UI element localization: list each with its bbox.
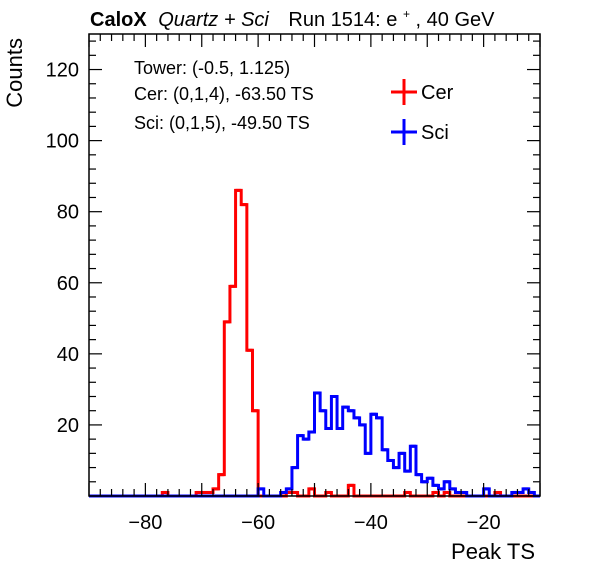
y-tick-label: 120 [46,60,79,82]
y-tick-label: 100 [46,131,79,153]
info-cer: Cer: (0,1,4), -63.50 TS [134,84,314,104]
x-axis-label: Peak TS [451,539,535,564]
y-tick-label: 20 [57,415,79,437]
title-run: Run 1514: e [288,9,397,31]
x-tick-label: −20 [467,512,501,534]
y-tick-label: 60 [57,273,79,295]
title-run-charge: + [403,7,410,21]
y-tick-label: 40 [57,344,79,366]
legend-label-cer: Cer [421,82,454,104]
x-tick-label: −80 [128,512,162,534]
axis-ticks [88,34,541,497]
info-box: Tower: (-0.5, 1.125) Cer: (0,1,4), -63.5… [134,58,314,133]
axis-tick-labels: −80 −60 −40 −20 20 40 60 80 100 120 [46,60,501,534]
info-tower: Tower: (-0.5, 1.125) [134,58,290,78]
legend-entry-cer: Cer [391,79,454,105]
title-run-energy: , 40 GeV [416,9,496,31]
y-tick-label: 80 [57,202,79,224]
title-experiment: CaloX [90,9,147,31]
title-detector: Quartz + Sci [158,9,269,31]
legend-entry-sci: Sci [391,119,449,145]
legend-label-sci: Sci [421,122,449,144]
x-tick-label: −40 [354,512,388,534]
y-axis-label: Counts [2,38,27,108]
chart-title: CaloX Quartz + Sci Run 1514: e + , 40 Ge… [90,1,495,31]
legend: Cer Sci [391,79,454,145]
series-sci [89,391,540,498]
x-tick-label: −60 [241,512,275,534]
info-sci: Sci: (0,1,5), -49.50 TS [134,113,310,133]
